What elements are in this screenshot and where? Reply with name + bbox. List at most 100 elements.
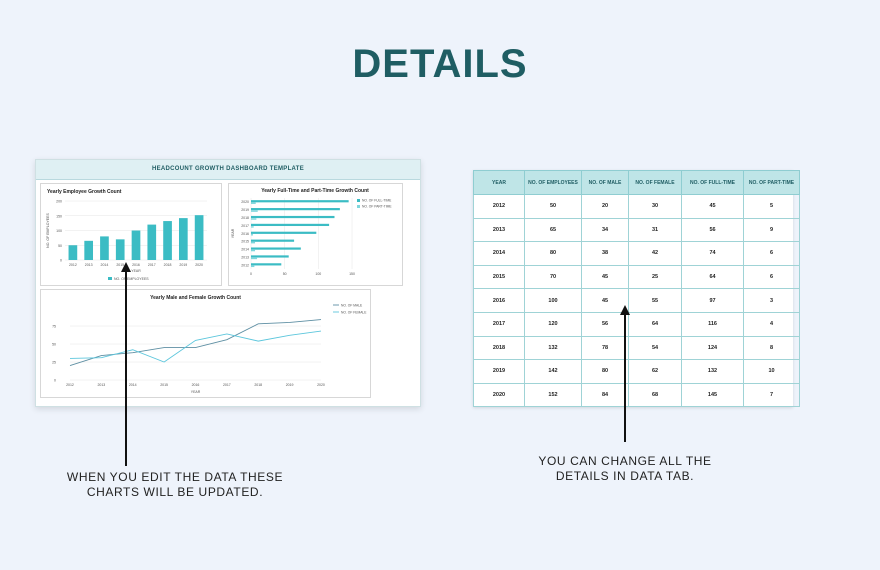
table-cell: 2017: [473, 311, 525, 337]
y-tick-label: 2013: [241, 255, 249, 259]
y-tick-label: 50: [58, 244, 62, 248]
table-cell: 8: [743, 335, 800, 361]
bar: [68, 245, 78, 260]
y-tick-label: 2018: [241, 216, 249, 220]
y-tick-label: 2016: [241, 232, 249, 236]
bar: [251, 223, 330, 227]
table-cell: 2018: [473, 335, 525, 361]
bar: [251, 247, 301, 250]
table-header-cell: NO. OF MALE: [581, 170, 629, 195]
x-tick-label: 2013: [97, 383, 105, 387]
left-note: WHEN YOU EDIT THE DATA THESE CHARTS WILL…: [66, 470, 284, 499]
x-tick-label: 2013: [85, 263, 93, 267]
x-axis-label: YEAR: [191, 390, 201, 394]
x-tick-label: 2018: [164, 263, 172, 267]
right-pointer-line: [624, 314, 626, 442]
legend-label: NO. OF EMPLOYEES: [114, 277, 149, 281]
chart-title: Yearly Male and Female Growth Count: [150, 295, 241, 301]
table-cell: 9: [743, 217, 800, 243]
bar: [251, 263, 282, 266]
y-tick-label: 100: [56, 229, 62, 233]
table-row: 2020 152 84 68 145 7: [473, 382, 800, 408]
legend-label: NO. OF FULL-TIME: [362, 199, 392, 203]
table-cell: 64: [681, 264, 744, 290]
table-cell: 132: [681, 359, 744, 384]
legend-label: NO. OF FEMALE: [341, 310, 367, 314]
table-row: 2017 120 56 64 116 4: [473, 311, 800, 337]
table-cell: 4: [743, 311, 800, 337]
table-cell: 7: [743, 382, 800, 408]
dashboard-preview: HEADCOUNT GROWTH DASHBOARD TEMPLATE Year…: [35, 159, 421, 407]
table-cell: 80: [581, 359, 629, 384]
right-pointer-arrowhead: [620, 305, 630, 315]
page-title: DETAILS: [352, 42, 528, 86]
y-tick-label: 2020: [241, 200, 249, 204]
x-tick-label: 2017: [223, 383, 231, 387]
bar: [251, 239, 295, 242]
table-header-cell: NO. OF EMPLOYEES: [524, 170, 582, 195]
legend-swatch: [108, 277, 112, 280]
chart-title: Yearly Full-Time and Part-Time Growth Co…: [261, 188, 369, 194]
table-cell: 3: [743, 288, 800, 313]
x-tick-label: 2019: [179, 263, 187, 267]
table-cell: 78: [581, 335, 629, 361]
left-pointer-arrowhead: [121, 262, 131, 272]
table-cell: 142: [524, 359, 582, 384]
y-tick-label: 75: [52, 325, 56, 329]
table-header-cell: NO. OF FEMALE: [628, 170, 682, 195]
legend-label: NO. OF MALE: [341, 303, 363, 307]
table-cell: 42: [628, 241, 682, 266]
x-tick-label: 50: [283, 272, 287, 276]
x-tick-label: 2018: [254, 383, 262, 387]
table-cell: 54: [628, 335, 682, 361]
table-cell: 5: [743, 194, 800, 219]
bar: [100, 236, 109, 260]
table-header-cell: NO. OF FULL-TIME: [681, 170, 744, 195]
bar: [251, 255, 289, 258]
table-cell: 45: [681, 194, 744, 219]
y-tick-label: 2015: [241, 240, 249, 244]
table-cell: 2019: [473, 359, 525, 384]
y-tick-label: 2012: [241, 263, 249, 267]
table-row: 2018 132 78 54 124 8: [473, 335, 800, 361]
bar: [163, 221, 172, 260]
legend-swatch: [357, 205, 360, 208]
y-tick-label: 2014: [241, 248, 249, 252]
bar: [251, 265, 255, 268]
table-cell: 80: [524, 241, 582, 266]
table-header-cell: YEAR: [473, 170, 525, 195]
x-tick-label: 0: [250, 272, 252, 276]
table-cell: 45: [581, 264, 629, 290]
table-cell: 124: [681, 335, 744, 361]
table-cell: 2014: [473, 241, 525, 266]
bar: [178, 218, 188, 260]
bar: [251, 226, 254, 228]
y-axis-label: YEAR: [231, 228, 235, 238]
table-cell: 55: [628, 288, 682, 313]
fulltime-parttime-chart: Yearly Full-Time and Part-Time Growth Co…: [228, 183, 403, 286]
y-axis-label: NO. OF EMPLOYEES: [46, 213, 50, 248]
table-cell: 70: [524, 264, 582, 290]
table-cell: 56: [581, 311, 629, 337]
table-cell: 84: [581, 382, 629, 408]
table-cell: 6: [743, 264, 800, 290]
bar: [251, 200, 349, 203]
table-row: 2012 50 20 30 45 5: [473, 194, 800, 219]
bar: [251, 208, 340, 211]
table-cell: 6: [743, 241, 800, 266]
bar: [147, 224, 157, 260]
table-cell: 2015: [473, 264, 525, 290]
x-tick-label: 2014: [101, 263, 109, 267]
left-pointer-line: [125, 270, 127, 466]
x-tick-label: 2016: [192, 383, 200, 387]
bar: [194, 215, 204, 260]
table-cell: 132: [524, 335, 582, 361]
table-cell: 2016: [473, 288, 525, 313]
table-cell: 2013: [473, 217, 525, 243]
series-line: [69, 330, 322, 363]
table-cell: 2012: [473, 194, 525, 219]
legend-swatch: [357, 199, 360, 202]
bar: [251, 241, 256, 244]
table-cell: 64: [628, 311, 682, 337]
x-tick-label: 2015: [160, 383, 168, 387]
